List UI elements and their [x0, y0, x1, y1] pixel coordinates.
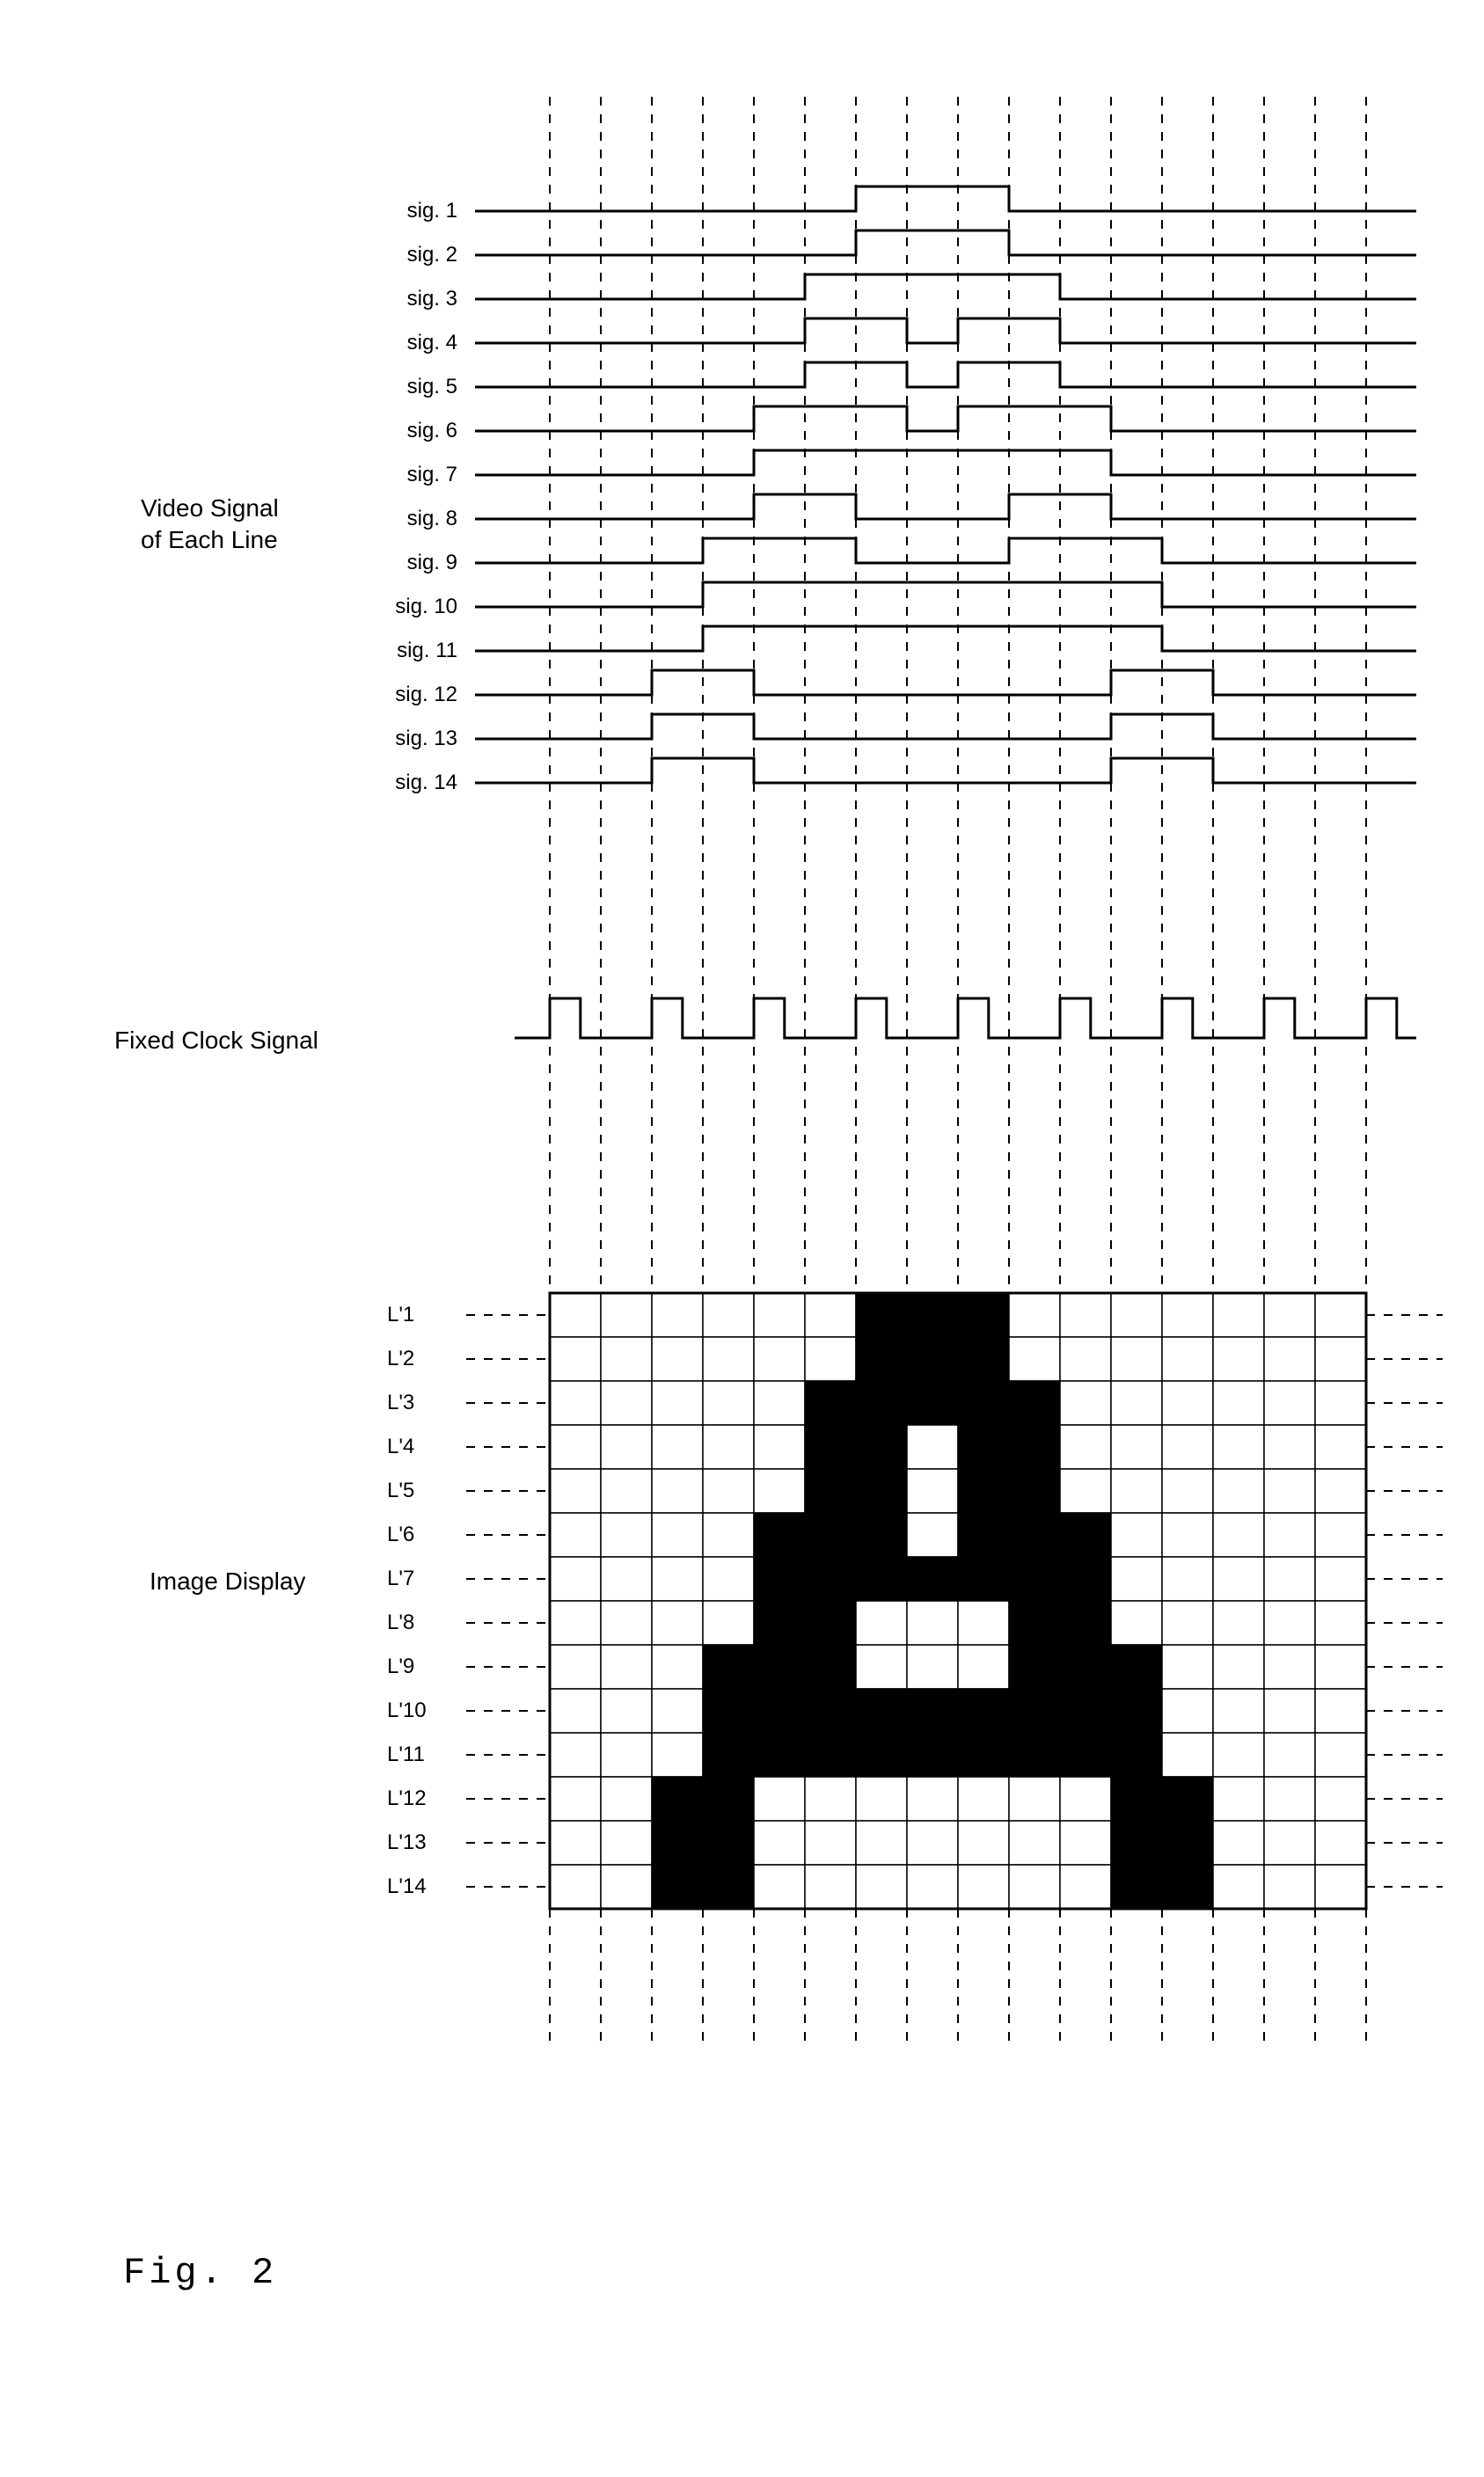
signal-label: sig. 2: [378, 243, 457, 267]
pixel-row-label: L'7: [387, 1567, 449, 1591]
timing-diagram: [35, 35, 1443, 2146]
signal-label: sig. 11: [378, 639, 457, 663]
pixel-row-label: L'4: [387, 1435, 449, 1459]
signal-label: sig. 14: [378, 771, 457, 795]
signal-label: sig. 13: [378, 727, 457, 751]
pixel-row-label: L'1: [387, 1303, 449, 1327]
signal-label: sig. 10: [378, 595, 457, 619]
signal-label: sig. 6: [378, 419, 457, 443]
signal-label: sig. 8: [378, 507, 457, 531]
pixel-row-label: L'11: [387, 1743, 449, 1767]
pixel-row-label: L'9: [387, 1655, 449, 1679]
signal-label: sig. 5: [378, 375, 457, 399]
pixel-row-label: L'2: [387, 1347, 449, 1371]
signal-label: sig. 1: [378, 199, 457, 223]
pixel-row-label: L'13: [387, 1830, 449, 1855]
signal-label: sig. 12: [378, 683, 457, 707]
signal-label: sig. 7: [378, 463, 457, 487]
pixel-row-label: L'8: [387, 1611, 449, 1635]
pixel-row-label: L'12: [387, 1787, 449, 1811]
signal-label: sig. 4: [378, 331, 457, 355]
pixel-row-label: L'3: [387, 1391, 449, 1415]
pixel-row-label: L'10: [387, 1699, 449, 1723]
pixel-row-label: L'6: [387, 1523, 449, 1547]
signal-label: sig. 3: [378, 287, 457, 311]
pixel-row-label: L'5: [387, 1479, 449, 1503]
signal-label: sig. 9: [378, 551, 457, 575]
pixel-row-label: L'14: [387, 1874, 449, 1899]
figure-caption: Fig. 2: [123, 2252, 277, 2294]
